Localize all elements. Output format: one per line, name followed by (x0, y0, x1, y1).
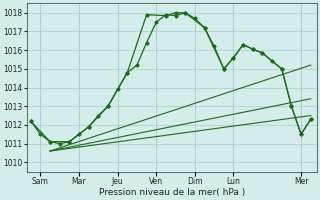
X-axis label: Pression niveau de la mer( hPa ): Pression niveau de la mer( hPa ) (99, 188, 245, 197)
